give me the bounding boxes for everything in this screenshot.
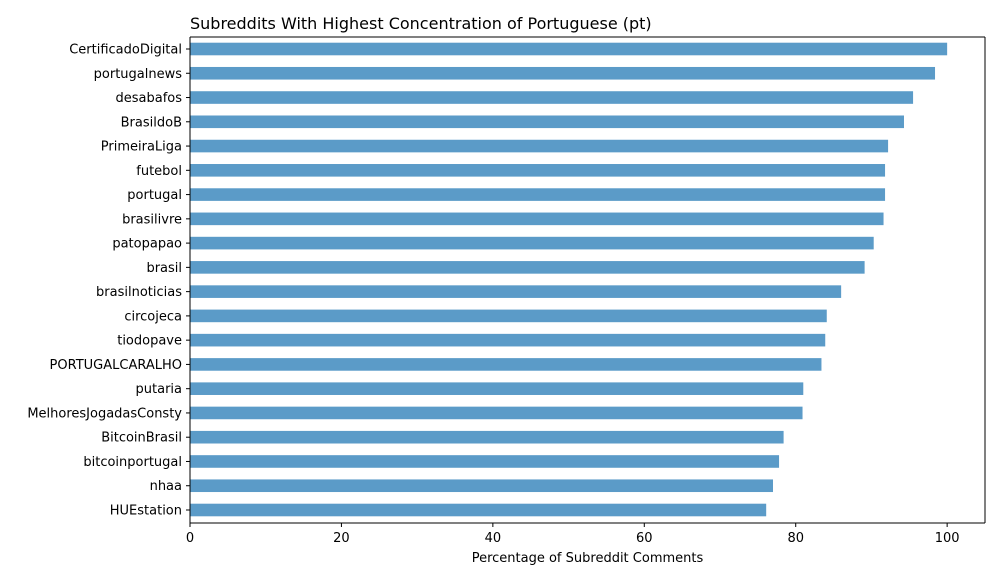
y-tick-label: MelhoresJogadasConsty: [27, 406, 182, 421]
y-tick-label: nhaa: [150, 479, 182, 494]
y-tick-label: brasil: [146, 261, 182, 276]
x-tick-label: 60: [636, 531, 653, 546]
chart-title: Subreddits With Highest Concentration of…: [190, 14, 652, 33]
bar: [190, 164, 886, 177]
x-axis-ticks: 0 20 40 60 80 100: [186, 523, 960, 546]
y-tick-label: HUEstation: [110, 504, 182, 519]
y-tick-label: portugal: [127, 188, 182, 203]
y-tick-label: PrimeiraLiga: [101, 140, 182, 155]
bar: [190, 42, 948, 56]
y-tick-label: putaria: [136, 382, 182, 397]
bar: [190, 66, 936, 80]
bar: [190, 188, 886, 201]
y-tick-label: circojeca: [124, 309, 182, 324]
bar: [190, 261, 865, 274]
bar: [190, 91, 914, 104]
y-axis-ticks: CertificadoDigital portugalnews desabafos B…: [27, 43, 190, 519]
bar: [190, 309, 827, 323]
x-tick-label: 20: [333, 531, 350, 546]
y-tick-label: BitcoinBrasil: [101, 431, 182, 446]
bar: [190, 406, 803, 420]
y-tick-label: tiodopave: [117, 334, 182, 349]
x-tick-label: 80: [787, 531, 804, 546]
bar: [190, 430, 784, 444]
y-tick-label: brasilnoticias: [96, 285, 182, 300]
bar: [190, 503, 767, 517]
y-tick-label: brasilivre: [122, 212, 182, 227]
x-tick-label: 100: [935, 531, 960, 546]
y-tick-label: bitcoinportugal: [83, 455, 182, 470]
y-tick-label: futebol: [136, 164, 182, 179]
bar: [190, 236, 874, 250]
y-tick-label: patopapao: [112, 237, 182, 252]
y-tick-label: BrasildoB: [121, 115, 182, 130]
y-tick-label: CertificadoDigital: [69, 43, 182, 58]
bar: [190, 358, 822, 371]
x-axis-label: Percentage of Subreddit Comments: [472, 551, 704, 566]
bar: [190, 455, 780, 468]
bar: [190, 285, 842, 298]
bar: [190, 333, 826, 347]
axes-frame: [189, 36, 986, 524]
y-tick-label: desabafos: [115, 91, 182, 106]
y-tick-label: PORTUGALCARALHO: [50, 358, 182, 373]
bar: [190, 479, 773, 493]
bar: [190, 212, 884, 226]
bars-group: [190, 42, 948, 517]
bar: [190, 139, 889, 153]
y-tick-label: portugalnews: [94, 67, 183, 82]
bar: [190, 382, 804, 395]
x-tick-label: 40: [485, 531, 502, 546]
bar: [190, 115, 904, 129]
x-tick-label: 0: [186, 531, 194, 546]
